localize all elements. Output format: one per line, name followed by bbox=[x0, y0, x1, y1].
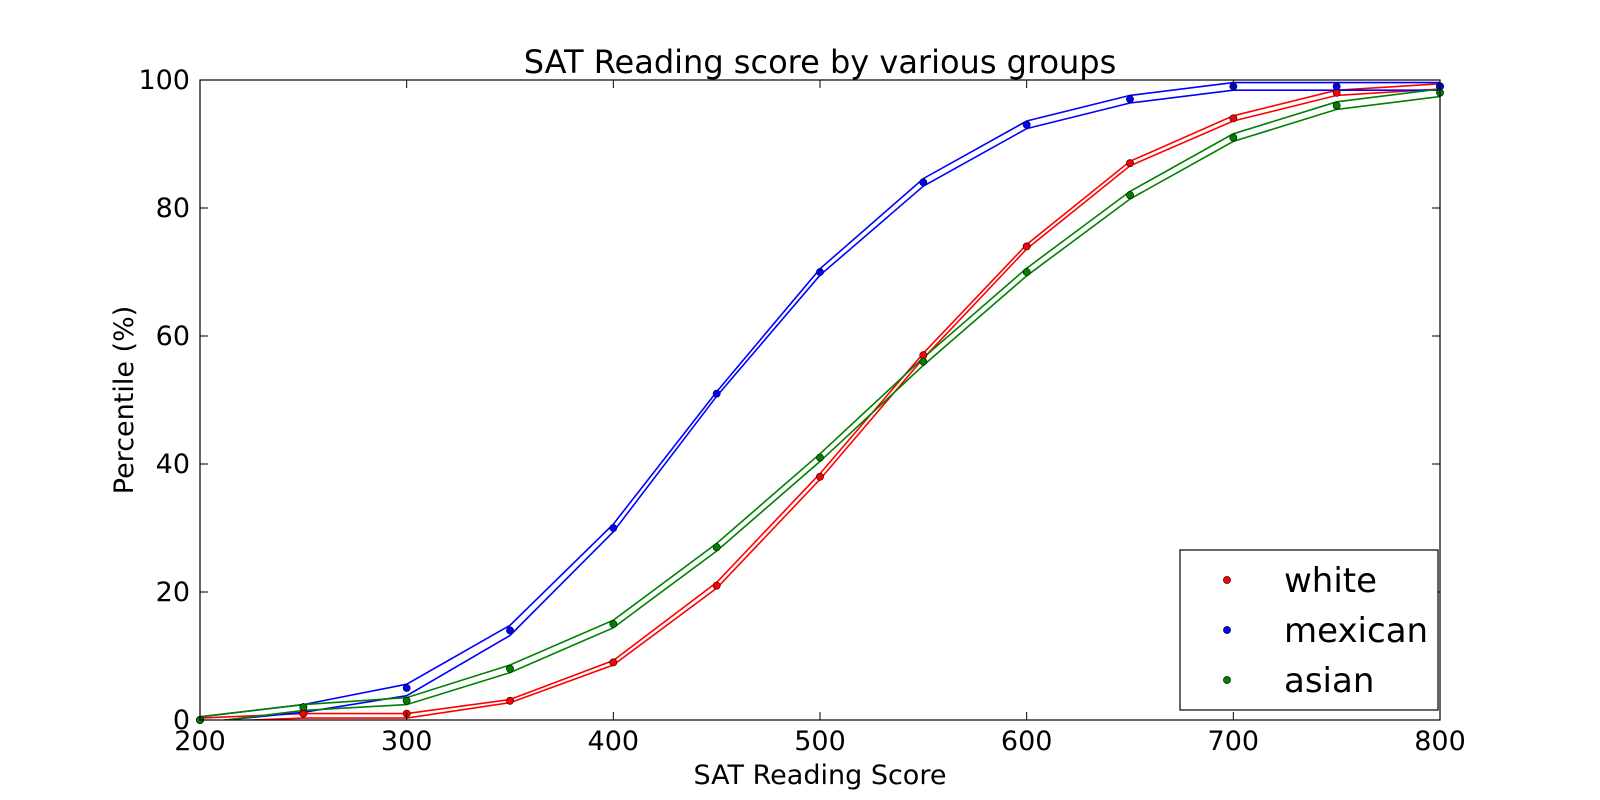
x-tick-label: 800 bbox=[1414, 726, 1466, 757]
point-white bbox=[712, 581, 721, 590]
x-tick-label: 500 bbox=[794, 726, 846, 757]
y-tick-label: 100 bbox=[138, 65, 190, 96]
point-asian bbox=[1229, 133, 1238, 142]
point-white bbox=[1022, 242, 1031, 251]
point-mexican bbox=[712, 389, 721, 398]
x-tick-label: 700 bbox=[1208, 726, 1260, 757]
legend-label-mexican: mexican bbox=[1284, 611, 1428, 651]
legend-marker-asian bbox=[1223, 676, 1231, 684]
point-mexican bbox=[1022, 120, 1031, 129]
x-tick-label: 300 bbox=[381, 726, 433, 757]
point-asian bbox=[506, 664, 514, 673]
chart-title: SAT Reading score by various groups bbox=[524, 43, 1117, 81]
point-white bbox=[506, 696, 514, 705]
point-asian bbox=[816, 453, 824, 462]
point-white bbox=[816, 472, 824, 481]
x-tick-label: 200 bbox=[174, 726, 226, 757]
y-axis-label: Percentile (%) bbox=[109, 306, 140, 495]
point-asian bbox=[1332, 101, 1341, 110]
legend-marker-mexican bbox=[1223, 626, 1231, 634]
point-asian bbox=[299, 703, 308, 712]
y-tick-label: 40 bbox=[156, 449, 190, 480]
ticks-layer: 200 300 400 500 600 700 800 0 20 40 60 80 100 bbox=[138, 65, 1465, 757]
x-tick-label: 600 bbox=[1001, 726, 1053, 757]
legend-box bbox=[1179, 549, 1439, 711]
point-asian bbox=[712, 543, 721, 552]
legend-marker-white bbox=[1223, 576, 1231, 584]
x-tick-label: 400 bbox=[588, 726, 640, 757]
legend: white mexican asian bbox=[1179, 549, 1439, 711]
y-tick-label: 60 bbox=[156, 321, 190, 352]
point-mexican bbox=[402, 684, 411, 692]
point-asian bbox=[1126, 191, 1134, 200]
legend-label-asian: asian bbox=[1284, 661, 1374, 701]
y-tick-label: 80 bbox=[156, 193, 190, 224]
point-mexican bbox=[609, 524, 618, 532]
y-tick-label: 0 bbox=[173, 705, 190, 736]
point-asian bbox=[919, 357, 928, 366]
points-layer bbox=[196, 82, 1444, 724]
y-tick-label: 20 bbox=[156, 577, 190, 608]
point-white bbox=[609, 658, 618, 667]
point-asian bbox=[402, 696, 411, 705]
point-white bbox=[1229, 114, 1238, 123]
point-white bbox=[1126, 159, 1134, 168]
legend-label-white: white bbox=[1284, 561, 1377, 601]
point-asian bbox=[1022, 268, 1031, 276]
x-axis-label: SAT Reading Score bbox=[694, 760, 947, 791]
point-mexican bbox=[1332, 82, 1341, 91]
point-mexican bbox=[506, 626, 514, 635]
point-mexican bbox=[816, 268, 824, 276]
point-asian bbox=[609, 620, 618, 628]
point-mexican bbox=[919, 178, 928, 187]
point-mexican bbox=[1126, 95, 1134, 104]
